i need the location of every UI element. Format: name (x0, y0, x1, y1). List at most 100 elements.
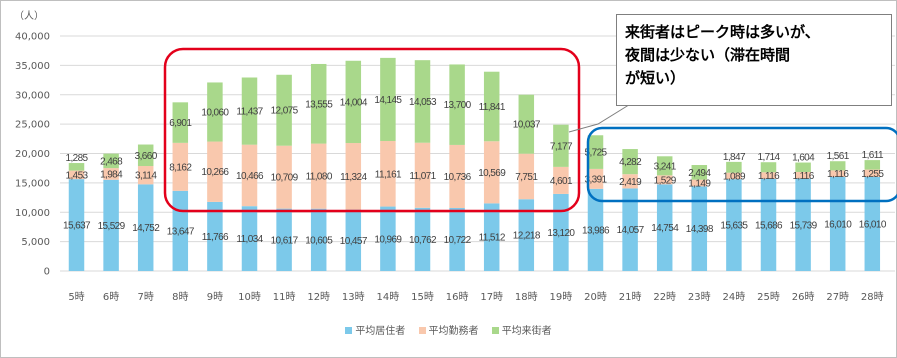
x-tick-label: 19時 (550, 291, 573, 303)
y-tick-label: 35,000 (15, 61, 50, 72)
bar-visitors (172, 102, 189, 143)
label-workers: 7,751 (515, 172, 538, 183)
label-residents: 15,635 (720, 221, 748, 232)
label-workers: 10,266 (201, 167, 229, 178)
x-tick-label: 22時 (653, 291, 676, 303)
label-visitors: 1,604 (792, 153, 815, 164)
bar-workers (691, 179, 708, 187)
bar-visitors (103, 153, 119, 169)
label-workers: 11,324 (340, 172, 367, 183)
bar-workers (414, 142, 431, 208)
bar-residents (137, 184, 154, 271)
x-tick-label: 9時 (207, 291, 223, 303)
x-tick-label: 15時 (411, 291, 434, 303)
label-workers: 10,569 (478, 168, 506, 179)
bar-visitors (449, 64, 465, 145)
label-visitors: 14,145 (374, 95, 402, 106)
y-tick-label: 15,000 (15, 178, 50, 189)
label-residents: 11,034 (236, 234, 263, 245)
bar-workers (449, 144, 465, 209)
callout-pointer (568, 102, 633, 133)
x-tick-label: 26時 (792, 291, 815, 303)
label-visitors: 2,468 (100, 156, 123, 167)
x-tick-label: 21時 (619, 291, 642, 303)
label-visitors: 3,241 (654, 161, 677, 172)
night-highlight-box (586, 126, 897, 203)
label-workers: 11,080 (306, 172, 333, 183)
annotation-line-1: 来街者はピーク時は多いが、 (625, 23, 820, 41)
label-workers: 1,984 (100, 169, 123, 180)
bar-visitors (276, 74, 292, 146)
bar-residents (276, 208, 292, 271)
legend: 平均居住者 平均勤務者 平均来街者 (0, 322, 897, 337)
bar-residents (345, 209, 362, 271)
bar-visitors (68, 163, 85, 171)
bar-workers (760, 172, 777, 179)
label-residents: 10,457 (340, 236, 368, 247)
label-workers: 8,162 (169, 162, 192, 173)
x-tick-label: 14時 (377, 291, 400, 303)
annotation-line-3: が短い） (625, 69, 686, 87)
bar-workers (172, 142, 189, 191)
bars (68, 57, 881, 271)
bar-workers (864, 169, 881, 177)
y-tick-label: 10,000 (15, 208, 50, 219)
bar-residents (449, 208, 465, 271)
bar-residents (68, 179, 85, 271)
y-tick-label: 0 (44, 267, 50, 278)
label-residents: 15,686 (755, 220, 783, 231)
legend-item-residents: 平均居住者 (345, 322, 405, 337)
bar-residents (483, 203, 500, 271)
x-tick-label: 13時 (342, 291, 365, 303)
label-residents: 16,010 (824, 219, 852, 230)
legend-label-workers: 平均勤務者 (428, 326, 479, 337)
x-tick-label: 25時 (757, 291, 780, 303)
data-labels: 15,637 1,453 1,285 15,529 1,984 2,468 14,752 3,… (63, 95, 887, 247)
bar-visitors (207, 82, 223, 142)
x-tick-label: 23時 (688, 291, 711, 303)
x-tick-label: 8時 (172, 291, 188, 303)
bar-visitors (518, 94, 535, 154)
label-visitors: 7,177 (550, 141, 573, 152)
x-tick-label: 28時 (861, 291, 884, 303)
y-tick-label: 30,000 (15, 90, 50, 101)
peak-highlight-box (163, 47, 581, 213)
annotation-line-2: 夜間は少ない（滞在時間 (625, 46, 791, 64)
label-visitors: 13,555 (305, 99, 333, 110)
legend-label-visitors: 平均来街者 (501, 326, 552, 337)
bar-workers (587, 168, 604, 189)
label-residents: 10,722 (444, 235, 472, 246)
bar-residents (656, 184, 673, 271)
bar-residents (380, 206, 396, 271)
bar-visitors (137, 144, 154, 167)
label-residents: 13,120 (547, 228, 575, 239)
label-visitors: 11,841 (479, 102, 506, 113)
bar-residents (310, 208, 327, 271)
y-tick-label: 5,000 (21, 237, 50, 248)
legend-swatch-residents (345, 327, 353, 334)
x-tick-label: 17時 (480, 291, 503, 303)
bar-workers (829, 170, 846, 177)
label-workers: 10,466 (236, 171, 264, 182)
label-workers: 1,089 (723, 171, 746, 182)
bar-visitors (553, 124, 569, 167)
bar-visitors (380, 57, 396, 141)
bar-workers (276, 145, 292, 209)
x-tick-label: 12時 (307, 291, 330, 303)
label-workers: 1,255 (861, 169, 884, 180)
label-visitors: 6,901 (169, 118, 192, 129)
bar-visitors (691, 165, 708, 180)
bar-visitors (310, 63, 327, 144)
x-tick-label: 5時 (68, 291, 84, 303)
label-residents: 13,986 (582, 225, 610, 236)
bar-visitors (864, 160, 881, 170)
label-visitors: 13,700 (444, 100, 472, 111)
x-tick-label: 6時 (103, 291, 119, 303)
label-workers: 1,149 (688, 179, 711, 190)
label-residents: 14,752 (132, 223, 160, 234)
bar-residents (414, 207, 431, 271)
x-tick-label: 11時 (273, 291, 296, 303)
x-axis-ticks: 5時 6時 7時 8時 9時 10時 11時 12時 13時 14時 15時 16時 17時 18時 19時… (68, 291, 883, 303)
bar-residents (207, 201, 223, 271)
label-workers: 10,709 (271, 173, 299, 184)
